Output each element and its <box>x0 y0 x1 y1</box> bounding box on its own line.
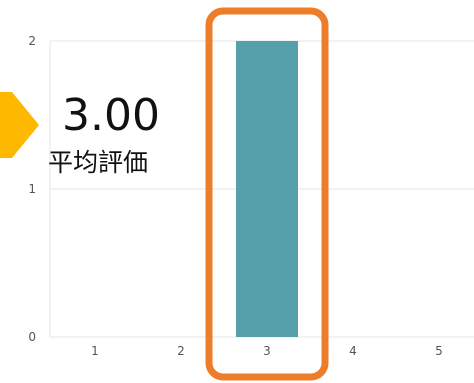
y-tick-label: 0 <box>28 330 36 344</box>
x-tick-label: 2 <box>177 344 185 358</box>
x-tick-label: 1 <box>91 344 99 358</box>
average-rating-value: 3.00 <box>62 90 160 141</box>
average-rating-label: 平均評価 <box>48 148 149 177</box>
x-axis-ticks: 1 2 3 4 5 <box>91 344 443 358</box>
y-tick-label: 1 <box>28 182 36 196</box>
x-tick-label: 5 <box>435 344 443 358</box>
y-axis-ticks: 0 1 2 <box>28 34 36 344</box>
x-tick-label: 4 <box>349 344 357 358</box>
highlight-outline <box>205 7 329 381</box>
bars <box>236 41 298 337</box>
y-tick-label: 2 <box>28 34 36 48</box>
pointer-arrow-icon <box>0 92 39 158</box>
bar-3 <box>236 41 298 337</box>
x-tick-label: 3 <box>263 344 271 358</box>
